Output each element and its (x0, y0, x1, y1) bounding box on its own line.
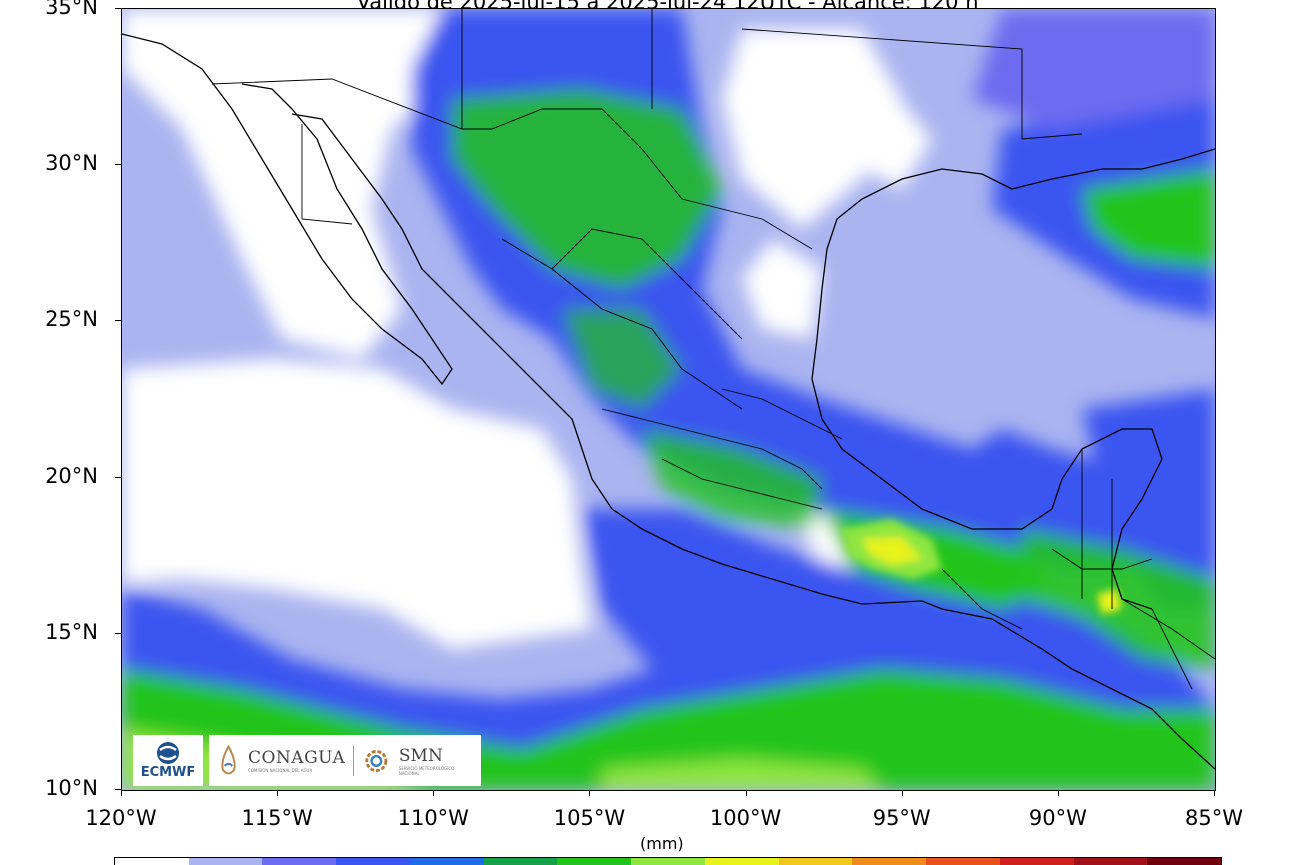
conagua-wordmark: CONAGUA COMISIÓN NACIONAL DEL AGUA (248, 748, 345, 773)
latitude-tick-label: 10°N (45, 776, 98, 800)
ecmwf-logo: ECMWF (133, 735, 203, 786)
colorbar-segment (778, 858, 853, 865)
colorbar-segment (852, 858, 927, 865)
longitude-tick-mark (589, 790, 591, 796)
longitude-tick-label: 90°W (1028, 806, 1087, 830)
colorbar-segment (631, 858, 705, 865)
longitude-tick-mark (901, 790, 903, 796)
map-canvas (122, 9, 1215, 790)
precipitation-map (121, 8, 1216, 791)
conagua-subtitle: COMISIÓN NACIONAL DEL AGUA (247, 768, 313, 773)
latitude-tick-label: 35°N (45, 0, 98, 19)
state-borders (211, 9, 1215, 690)
latitude-tick-mark (115, 476, 121, 478)
colorbar (114, 857, 1222, 865)
colorbar-segment (1147, 858, 1222, 865)
latitude-tick-mark (115, 320, 121, 322)
longitude-tick-mark (745, 790, 747, 796)
units-label: (mm) (640, 834, 684, 853)
colorbar-segment (704, 858, 779, 865)
conagua-smn-logo: CONAGUA COMISIÓN NACIONAL DEL AGUA SMN S… (209, 735, 481, 786)
colorbar-segment (1073, 858, 1148, 865)
colorbar-segment (409, 858, 484, 865)
longitude-tick-label: 85°W (1185, 806, 1243, 830)
latitude-tick-mark (115, 789, 121, 790)
longitude-tick-mark (433, 790, 435, 796)
heavy-precip-core (842, 519, 1122, 614)
logo-panel: ECMWF CONAGUA COMISIÓN NACIONAL DEL AGUA… (133, 735, 481, 786)
colorbar-segment (336, 858, 410, 865)
longitude-tick-mark (121, 790, 122, 796)
smn-text: SMN (398, 745, 443, 766)
longitude-tick-mark (1214, 790, 1215, 796)
longitude-tick-label: 110°W (397, 806, 469, 830)
smn-gear-icon (365, 749, 388, 772)
latitude-tick-label: 25°N (45, 307, 98, 332)
conagua-text: CONAGUA (247, 748, 346, 768)
latitude-tick-label: 20°N (45, 463, 98, 488)
ecmwf-emblem-icon (157, 742, 179, 764)
longitude-tick-mark (277, 790, 279, 796)
longitude-tick-label: 120°W (85, 806, 157, 830)
longitude-tick-mark (1057, 790, 1059, 796)
colorbar-segment (115, 858, 189, 865)
colorbar-segment (262, 858, 337, 865)
precip-field (122, 9, 1215, 790)
smn-wordmark: SMN SERVICIO METEOROLÓGICO NACIONAL (399, 746, 473, 776)
longitude-tick-label: 100°W (709, 806, 782, 830)
colorbar-segment (557, 858, 632, 865)
latitude-tick-label: 30°N (45, 151, 98, 176)
smn-subtitle: SERVICIO METEOROLÓGICO NACIONAL (398, 765, 455, 776)
latitude-tick-mark (115, 8, 121, 9)
latitude-tick-label: 15°N (45, 619, 98, 644)
longitude-tick-label: 105°W (553, 806, 626, 830)
latitude-tick-mark (115, 632, 121, 634)
latitude-tick-mark (115, 164, 121, 166)
conagua-drop-icon (221, 744, 236, 774)
colorbar-segment (926, 858, 1000, 865)
ecmwf-text: ECMWF (140, 765, 196, 780)
colorbar-segment (483, 858, 558, 865)
logo-divider (353, 745, 355, 776)
colorbar-segment (999, 858, 1074, 865)
coastlines (122, 33, 1215, 770)
longitude-tick-label: 115°W (241, 806, 313, 830)
longitude-tick-label: 95°W (872, 806, 931, 830)
colorbar-segment (188, 858, 263, 865)
